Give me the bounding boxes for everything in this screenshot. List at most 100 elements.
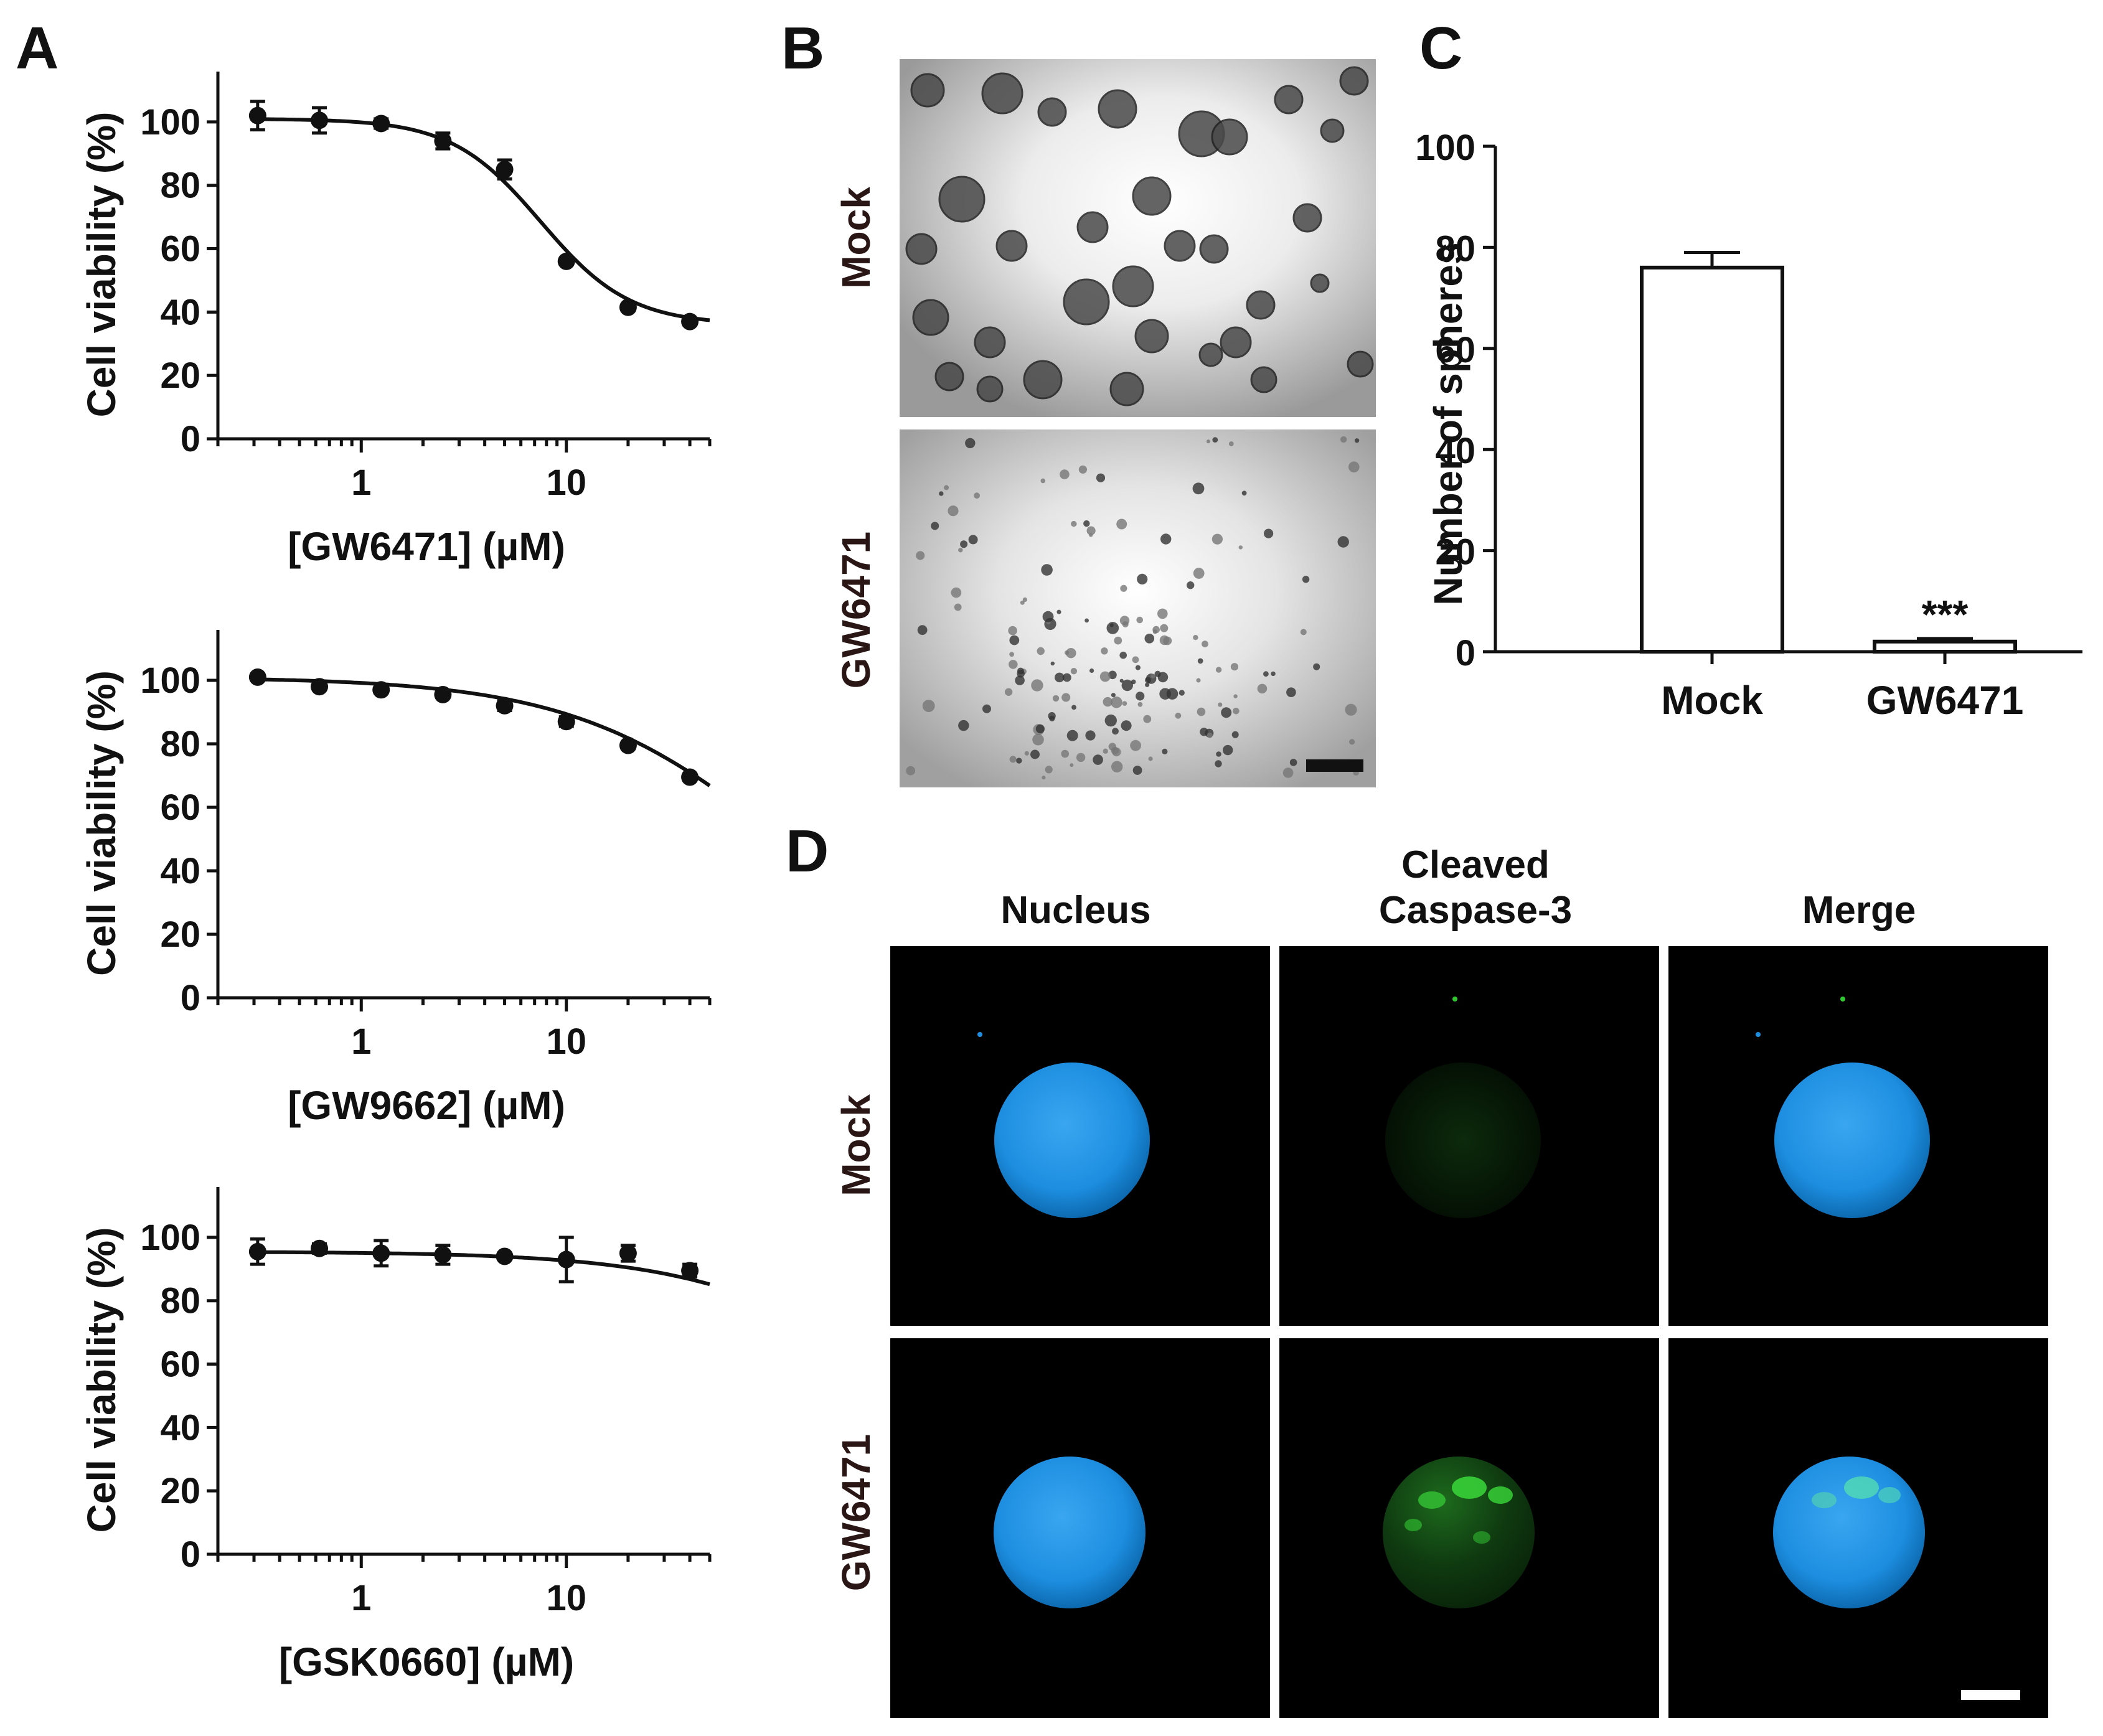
cell [1103, 697, 1113, 707]
sphere [905, 233, 938, 265]
sphere [995, 230, 1028, 262]
cell [1354, 438, 1360, 443]
sphere [912, 299, 949, 336]
panel-label-b: B [781, 15, 824, 82]
cell [1076, 753, 1086, 762]
cell [1084, 618, 1089, 623]
cell [1008, 626, 1017, 636]
axes [207, 630, 712, 1011]
cell [1106, 622, 1119, 634]
y-tick-label: 20 [160, 355, 200, 396]
cell [1071, 705, 1076, 710]
y-tick-label: 80 [160, 1281, 200, 1321]
cell [1150, 673, 1155, 678]
cell [939, 491, 944, 496]
cell [1048, 712, 1056, 720]
y-tick-label: 40 [160, 851, 200, 891]
x-axis-label: [GW6471] (µM) [288, 524, 565, 569]
cell [1055, 672, 1065, 683]
sphere [976, 375, 1004, 403]
cell [1144, 634, 1155, 644]
axes [207, 72, 712, 453]
y-tick-label: 40 [160, 1407, 200, 1448]
merge-spheroid-mock [1774, 1063, 1930, 1218]
sphere-count-bar-chart: 0 20 40 60 80 100 Number of spheres Mock GW6471 *… [1415, 128, 2082, 723]
y-tick-label: 60 [160, 1344, 200, 1385]
cell [1017, 667, 1024, 675]
cell [1192, 482, 1205, 495]
cell [960, 540, 968, 548]
sphere [1098, 89, 1137, 129]
cell [1121, 720, 1132, 731]
sphere [1023, 360, 1063, 400]
sphere [1164, 230, 1196, 262]
data-point [496, 161, 514, 179]
cell [982, 704, 991, 713]
sphere [1274, 85, 1304, 115]
data-point [619, 736, 637, 754]
y-axis-label: Number of spheres [1426, 242, 1470, 605]
cell [1202, 640, 1208, 647]
sphere [1199, 234, 1229, 264]
cell [1230, 663, 1239, 671]
y-tick-label: 80 [160, 166, 200, 206]
cell [1187, 581, 1195, 589]
cell [1109, 623, 1114, 627]
sphere [910, 73, 945, 108]
cell [1083, 520, 1090, 527]
nucleus-spheroid-gw6471 [994, 1457, 1146, 1608]
cell [917, 625, 928, 636]
cell [1093, 754, 1103, 765]
x-axis-label: [GSK0660] (µM) [279, 1640, 574, 1684]
y-tick-label: 20 [160, 914, 200, 955]
cell [906, 766, 916, 776]
cell [1196, 678, 1201, 683]
cells-gw6471 [906, 436, 1360, 780]
cell [1300, 629, 1307, 636]
data-point [311, 1239, 329, 1257]
caspase-bright-spots [1404, 1476, 1513, 1544]
sphere [1198, 342, 1223, 367]
data-point [557, 713, 575, 731]
sphere [1320, 118, 1345, 143]
data-point [681, 768, 699, 786]
data-point [434, 685, 452, 703]
cell [1197, 658, 1203, 664]
bar-gw6471 [1873, 639, 2017, 654]
cell [1119, 678, 1124, 683]
cell [1032, 734, 1044, 746]
y-tick-label: 0 [1456, 633, 1475, 673]
data-point [372, 115, 390, 133]
sphere [1134, 319, 1169, 354]
cell [1111, 693, 1116, 698]
panel-label-a: A [16, 15, 59, 82]
cell [1212, 437, 1218, 443]
panel-b-brightfield: Mock GW6471 [834, 59, 1376, 787]
sphere [1132, 176, 1172, 216]
row-label-d-mock: Mock [834, 1094, 878, 1196]
cell [1108, 670, 1117, 680]
sphere [1347, 350, 1374, 378]
x-tick-label: 10 [546, 1021, 586, 1062]
data-point [311, 678, 329, 696]
dose-response-chart-gw6471: 0 20 40 60 80 100 1 10 [GW6471] (µM) Cell viabili… [79, 72, 712, 569]
cell [1241, 490, 1247, 496]
cell [1132, 656, 1139, 664]
sphere [1211, 118, 1248, 156]
cell [1345, 703, 1357, 716]
cell [1111, 697, 1122, 708]
sphere [1250, 366, 1277, 393]
cell [1119, 651, 1127, 659]
panel-d-fluorescence: Nucleus Cleaved Caspase-3 Merge Mock GW6… [834, 843, 2048, 1718]
cell [1089, 668, 1094, 673]
cell [1215, 760, 1222, 767]
cell [1121, 679, 1134, 692]
cell [1286, 687, 1296, 697]
y-tick-label: 60 [160, 229, 200, 270]
y-tick-label: 80 [1435, 228, 1475, 269]
cell [1271, 671, 1276, 677]
data-point [681, 1262, 699, 1280]
cell [1197, 707, 1206, 716]
cell [1122, 701, 1127, 706]
